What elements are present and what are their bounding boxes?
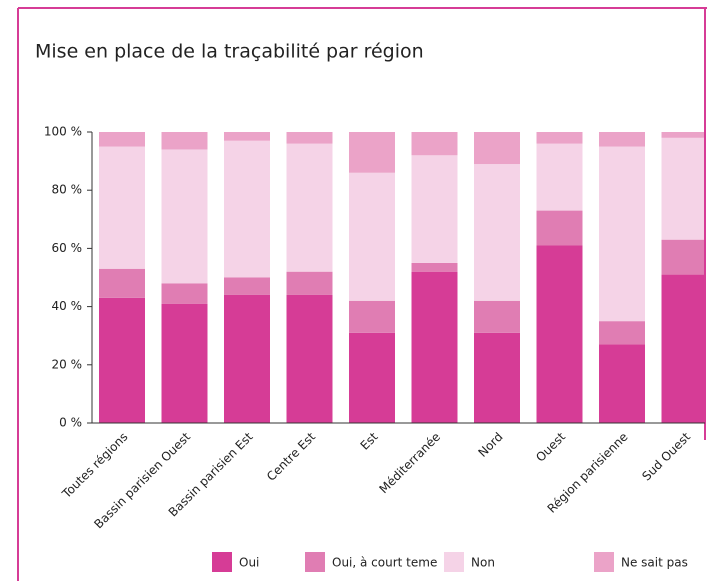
bar-segment bbox=[224, 140, 270, 278]
bar-segment bbox=[224, 132, 270, 141]
bar-segment bbox=[286, 132, 333, 144]
x-tick-label: Méditerranée bbox=[377, 430, 444, 497]
legend-swatch bbox=[444, 552, 464, 572]
y-tick-label: 40 % bbox=[52, 299, 83, 313]
bar-segment bbox=[161, 132, 208, 150]
bar-segment bbox=[99, 268, 145, 298]
bar-segment bbox=[411, 155, 458, 263]
legend-label: Ne sait pas bbox=[621, 556, 688, 570]
chart-title: Mise en place de la traçabilité par régi… bbox=[35, 41, 424, 63]
bar-segment bbox=[536, 143, 583, 211]
bar-segment bbox=[411, 271, 458, 423]
y-tick-label: 20 % bbox=[52, 357, 83, 371]
bar-segment bbox=[661, 239, 704, 275]
bar-segment bbox=[411, 262, 458, 272]
y-tick-label: 80 % bbox=[52, 183, 83, 197]
x-tick-label: Sud Ouest bbox=[639, 429, 693, 483]
bar-segment bbox=[349, 332, 395, 423]
bar-segment bbox=[99, 297, 145, 423]
x-tick-label: Toutes régions bbox=[59, 430, 131, 502]
legend-label: Non bbox=[471, 556, 495, 570]
legend-swatch bbox=[305, 552, 325, 572]
bar-segment bbox=[349, 300, 395, 333]
bar-segment bbox=[411, 132, 458, 156]
bar-segment bbox=[224, 294, 270, 423]
bar-segment bbox=[599, 321, 645, 345]
bar-segment bbox=[474, 164, 520, 301]
bar-segment bbox=[661, 132, 704, 138]
bar-segment bbox=[161, 283, 208, 304]
bar-segment bbox=[161, 303, 208, 423]
bar-segment bbox=[286, 143, 333, 272]
bar-segment bbox=[99, 132, 145, 147]
legend-label: Oui bbox=[239, 556, 259, 570]
bar-segment bbox=[599, 132, 645, 147]
y-tick-label: 60 % bbox=[52, 241, 83, 255]
bar-segment bbox=[286, 271, 333, 295]
bar-segment bbox=[536, 210, 583, 246]
legend-swatch bbox=[594, 552, 614, 572]
bar-segment bbox=[536, 132, 583, 144]
x-tick-label: Ouest bbox=[533, 429, 568, 464]
bar-segment bbox=[349, 172, 395, 301]
bar-segment bbox=[599, 146, 645, 322]
bar-segment bbox=[349, 132, 395, 173]
bar-segment bbox=[474, 300, 520, 333]
legend-label: Oui, à court teme bbox=[332, 556, 437, 570]
bar-segment bbox=[161, 149, 208, 284]
bar-segment bbox=[599, 344, 645, 423]
bar-segment bbox=[661, 274, 704, 423]
bar-segment bbox=[224, 277, 270, 295]
bar-segment bbox=[474, 332, 520, 423]
bar-segment bbox=[661, 137, 704, 240]
bar-segment bbox=[474, 132, 520, 165]
y-tick-label: 0 % bbox=[59, 416, 82, 430]
x-tick-label: Centre Est bbox=[264, 429, 318, 483]
bar-segment bbox=[286, 294, 333, 423]
bar-segment bbox=[99, 146, 145, 269]
y-tick-label: 100 % bbox=[44, 125, 82, 139]
legend-swatch bbox=[212, 552, 232, 572]
bar-segment bbox=[536, 245, 583, 423]
x-tick-label: Nord bbox=[475, 430, 505, 460]
x-tick-label: Est bbox=[358, 429, 381, 452]
